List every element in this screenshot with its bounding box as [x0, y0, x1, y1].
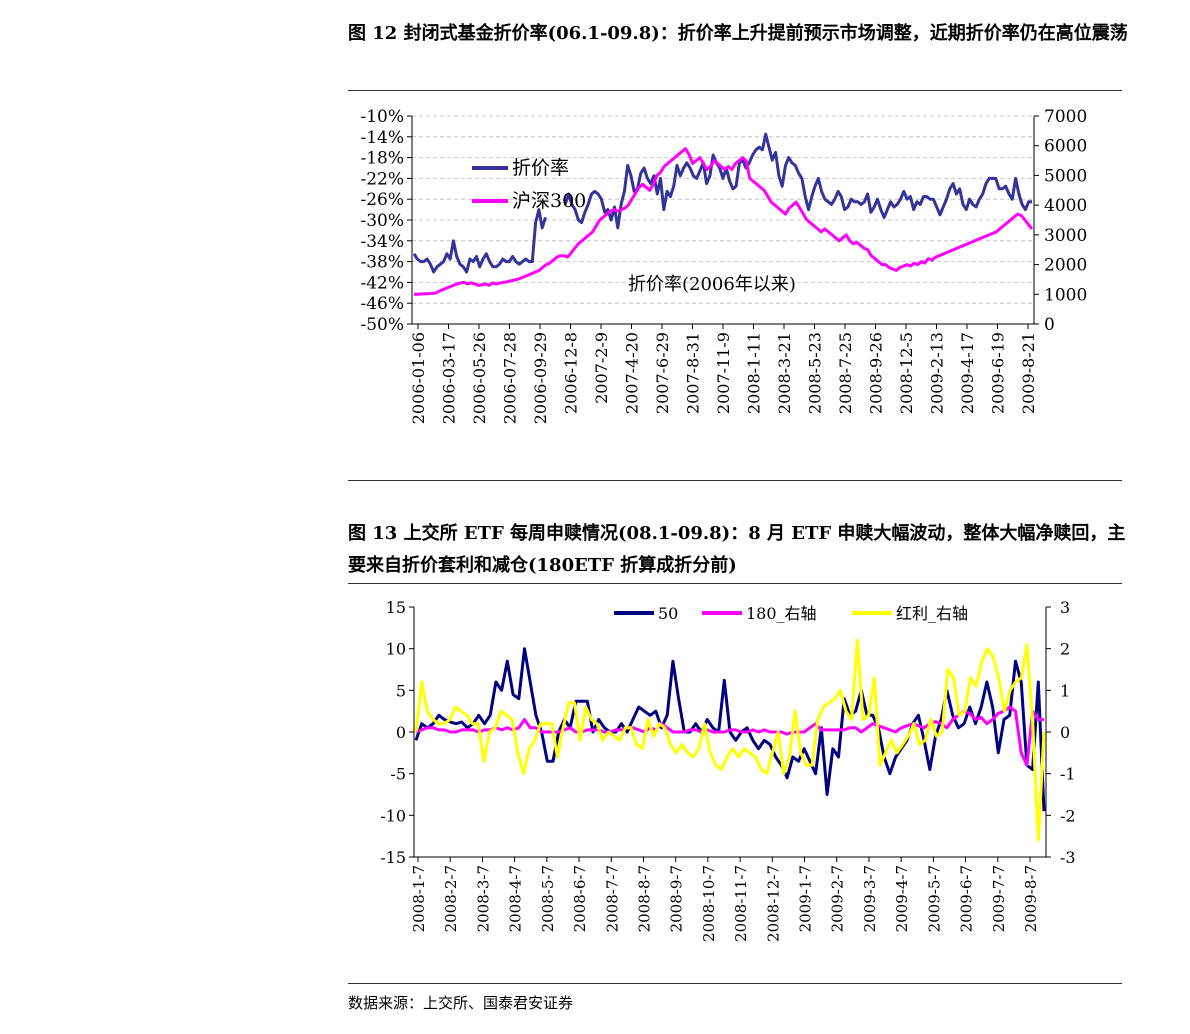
left-tick-label: -42%	[360, 273, 404, 293]
x-tick-label: 2008-10-7	[700, 865, 718, 942]
right-tick-label: 3	[1060, 598, 1070, 617]
right-tick-label: 3000	[1044, 226, 1087, 246]
right-tick-label: -3	[1060, 848, 1076, 867]
x-tick-label: 2008-12-7	[764, 865, 782, 942]
x-tick-label: 2006-12-8	[562, 332, 581, 414]
figure12-top-rule	[348, 90, 1122, 91]
x-tick-label: 2008-8-7	[635, 865, 653, 932]
left-tick-label: -34%	[360, 232, 404, 252]
right-tick-label: 1000	[1044, 285, 1087, 305]
left-tick-label: -15	[380, 848, 406, 867]
right-tick-label: -1	[1060, 765, 1076, 784]
left-tick-label: 5	[396, 681, 406, 700]
legend-label: 沪深300	[512, 190, 586, 212]
x-tick-label: 2008-3-7	[474, 865, 492, 932]
figure13-top-rule	[348, 583, 1122, 584]
right-tick-label: 0	[1044, 315, 1055, 335]
x-tick-label: 2008-5-23	[806, 332, 825, 414]
x-tick-label: 2007-8-31	[684, 332, 703, 414]
x-tick-label: 2009-1-7	[797, 865, 815, 932]
left-tick-label: -46%	[360, 294, 404, 314]
x-tick-label: 2008-5-7	[539, 865, 557, 932]
x-tick-label: 2007-11-9	[714, 332, 733, 414]
x-tick-label: 2009-3-7	[861, 865, 879, 932]
x-tick-label: 2008-7-7	[603, 865, 621, 932]
left-tick-label: -10	[380, 806, 406, 825]
right-tick-label: 0	[1060, 723, 1070, 742]
x-tick-label: 2008-3-21	[775, 332, 794, 414]
left-tick-label: 10	[386, 640, 406, 659]
x-tick-label: 2008-9-7	[668, 865, 686, 932]
right-tick-label: 2	[1060, 640, 1070, 659]
left-tick-label: -50%	[360, 315, 404, 335]
x-tick-label: 2009-6-19	[989, 332, 1008, 414]
x-tick-label: 2006-01-06	[409, 332, 428, 424]
right-tick-label: 1	[1060, 681, 1070, 700]
series-line-3	[414, 638, 1046, 842]
x-tick-label: 2009-4-17	[958, 332, 977, 414]
legend-label: 50	[658, 604, 678, 623]
series-line-2	[415, 705, 1044, 767]
legend-label: 折价率	[512, 157, 569, 179]
legend-label: 180_右轴	[746, 604, 817, 623]
x-tick-label: 2008-1-7	[410, 865, 428, 932]
x-tick-label: 2008-2-7	[442, 865, 460, 932]
left-tick-label: 0	[396, 723, 406, 742]
x-tick-label: 2008-12-5	[897, 332, 916, 414]
left-tick-label: -18%	[360, 149, 404, 169]
x-tick-label: 2006-03-17	[440, 332, 459, 424]
x-tick-label: 2006-07-28	[501, 332, 520, 424]
x-tick-label: 2009-4-7	[893, 865, 911, 932]
right-tick-label: 6000	[1044, 137, 1087, 157]
right-tick-label: 2000	[1044, 256, 1087, 276]
x-tick-label: 2006-09-29	[531, 332, 550, 424]
series-line-1	[412, 132, 1032, 274]
right-tick-label: 7000	[1044, 107, 1087, 127]
right-tick-label: 5000	[1044, 166, 1087, 186]
x-tick-label: 2009-8-7	[1022, 865, 1040, 932]
x-tick-label: 2009-8-21	[1019, 332, 1038, 414]
source-note: 数据来源：上交所、国泰君安证券	[348, 994, 574, 1012]
right-tick-label: -2	[1060, 806, 1076, 825]
x-tick-label: 2008-11-7	[732, 865, 750, 942]
figure13-title: 图 13 上交所 ETF 每周申赎情况(08.1-09.8)：8 月 ETF 申…	[348, 523, 1126, 576]
figure12-bottom-rule	[348, 480, 1122, 481]
x-tick-label: 2007-4-20	[623, 332, 642, 414]
figure13-bottom-rule	[348, 983, 1122, 984]
x-tick-label: 2008-4-7	[507, 865, 525, 932]
x-tick-label: 2009-6-7	[958, 865, 976, 932]
x-tick-label: 2007-2-9	[592, 332, 611, 404]
right-tick-label: 4000	[1044, 196, 1087, 216]
chart-1: -10%-14%-18%-22%-26%-30%-34%-38%-42%-46%…	[360, 107, 1087, 424]
x-tick-label: 2009-2-7	[829, 865, 847, 932]
series-line-2	[414, 147, 1034, 296]
x-tick-label: 2008-6-7	[571, 865, 589, 932]
series-line-1	[414, 647, 1046, 812]
legend-label: 红利_右轴	[896, 604, 968, 623]
left-tick-label: -5	[390, 765, 406, 784]
left-tick-label: -38%	[360, 253, 404, 273]
figure12-title: 图 12 封闭式基金折价率(06.1-09.8)：折价率上升提前预示市场调整，近…	[348, 23, 1128, 44]
x-tick-label: 2006-05-26	[470, 332, 489, 424]
left-tick-label: -26%	[360, 190, 404, 210]
x-tick-label: 2009-5-7	[925, 865, 943, 932]
left-tick-label: 15	[386, 598, 406, 617]
x-tick-label: 2009-7-7	[990, 865, 1008, 932]
x-tick-label: 2008-9-26	[867, 332, 886, 414]
left-tick-label: -10%	[360, 107, 404, 127]
x-tick-label: 2008-1-11	[745, 332, 764, 414]
left-tick-label: -30%	[360, 211, 404, 231]
x-tick-label: 2009-2-13	[928, 332, 947, 414]
left-tick-label: -22%	[360, 169, 404, 189]
chart-annotation: 折价率(2006年以来)	[628, 274, 796, 295]
left-tick-label: -14%	[360, 128, 404, 148]
x-tick-label: 2007-6-29	[653, 332, 672, 414]
x-tick-label: 2008-7-25	[836, 332, 855, 414]
